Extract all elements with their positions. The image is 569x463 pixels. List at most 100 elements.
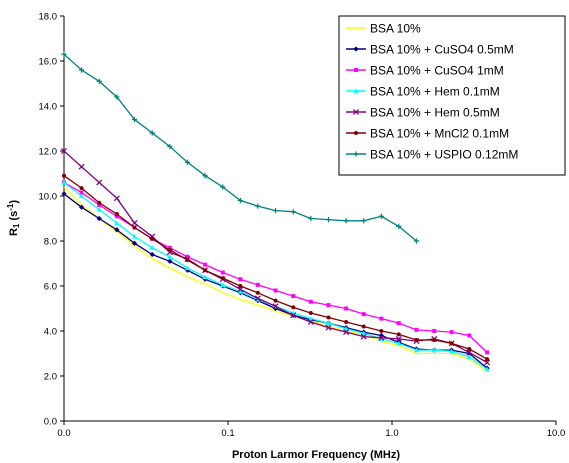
data-point [272,208,279,214]
data-point [353,151,359,157]
data-point [466,354,472,359]
data-point [361,324,366,329]
data-point [114,212,119,216]
data-point [308,316,314,321]
data-point [467,347,472,351]
data-point [96,215,102,222]
data-point [396,340,402,346]
data-point [150,236,155,241]
data-point [395,335,402,342]
data-point [354,131,358,135]
data-point [61,191,67,197]
data-point [379,329,384,333]
legend-label: BSA 10% + Hem 0.5mM [370,106,500,120]
data-point [237,286,244,293]
data-point [149,245,155,250]
data-point [78,67,85,73]
data-point [149,251,155,258]
data-point [360,333,367,340]
data-point [290,209,296,215]
data-point [325,324,332,331]
x-tick-label: 1.0 [385,428,398,439]
data-point [344,306,349,311]
data-point [361,218,367,224]
data-point [255,203,261,209]
legend-item: BSA 10% + USPIO 0.12mM [346,148,518,162]
data-point [414,327,419,332]
data-point [431,347,437,353]
legend-label: BSA 10% + CuSO4 0.5mM [370,43,514,57]
legend-label: BSA 10% + CuSO4 1mM [370,64,504,78]
data-point [414,338,419,342]
data-point [237,197,243,204]
data-point [413,238,420,244]
data-point [167,258,173,264]
data-point [432,329,437,333]
legend-item: BSA 10% + Hem 0.5mM [346,106,500,120]
data-point [353,88,359,94]
data-point [114,94,120,100]
y-tick-label: 8.0 [44,237,57,248]
y-tick-label: 18.0 [39,12,58,23]
y-tick-label: 16.0 [39,57,58,68]
data-point [396,223,402,229]
data-point [167,254,173,259]
data-point [238,284,243,288]
data-point [484,366,490,372]
data-point [484,359,491,366]
data-point [79,186,84,191]
data-point [203,268,208,273]
data-point [413,347,420,353]
data-point [325,320,332,326]
data-point [308,299,313,304]
x-axis-title: Proton Larmor Frequency (MHz) [232,449,400,461]
data-point [353,46,359,52]
data-point [220,184,226,190]
legend-item: BSA 10% + MnCl2 0.1mM [346,127,509,141]
data-point [61,51,67,57]
legend-item: BSA 10% + CuSO4 0.5mM [346,43,514,57]
data-point [96,206,102,212]
data-point [149,130,155,136]
data-point [237,289,243,294]
data-point [273,288,278,293]
data-point [96,179,103,186]
data-point [97,200,102,205]
legend-label: BSA 10% + MnCl2 0.1mM [370,127,509,141]
data-point [343,326,349,331]
legend-label: BSA 10% + Hem 0.1mM [370,85,500,99]
data-point [131,240,138,246]
data-point [291,294,296,299]
y-axis-title-unit-exponent: -1 [6,203,15,211]
data-point [291,305,296,310]
data-point [272,303,279,310]
data-point [220,276,225,281]
data-point [185,254,190,259]
data-point [114,227,120,233]
data-point [379,316,384,321]
data-point [62,173,66,178]
data-point [185,258,190,263]
data-point [467,333,472,338]
data-point [167,248,172,252]
data-point [326,303,331,308]
legend-label: BSA 10% + USPIO 0.12mM [370,148,518,162]
data-point [273,298,278,303]
x-tick-label: 0.0 [57,428,70,439]
data-point [396,332,401,337]
data-point [114,220,120,226]
data-point [325,217,332,223]
series [62,173,490,362]
legend-box [338,15,566,176]
y-axis-title-unit-close: ) [8,200,20,204]
data-point [449,348,455,354]
y-tick-label: 4.0 [44,327,57,338]
data-point [220,270,225,275]
data-point [361,330,367,336]
series [61,51,420,244]
legend-item: BSA 10% [346,22,421,36]
data-point [344,320,349,324]
legend-item: BSA 10% + Hem 0.1mM [346,85,500,99]
data-point [343,329,350,336]
data-point [132,225,137,230]
